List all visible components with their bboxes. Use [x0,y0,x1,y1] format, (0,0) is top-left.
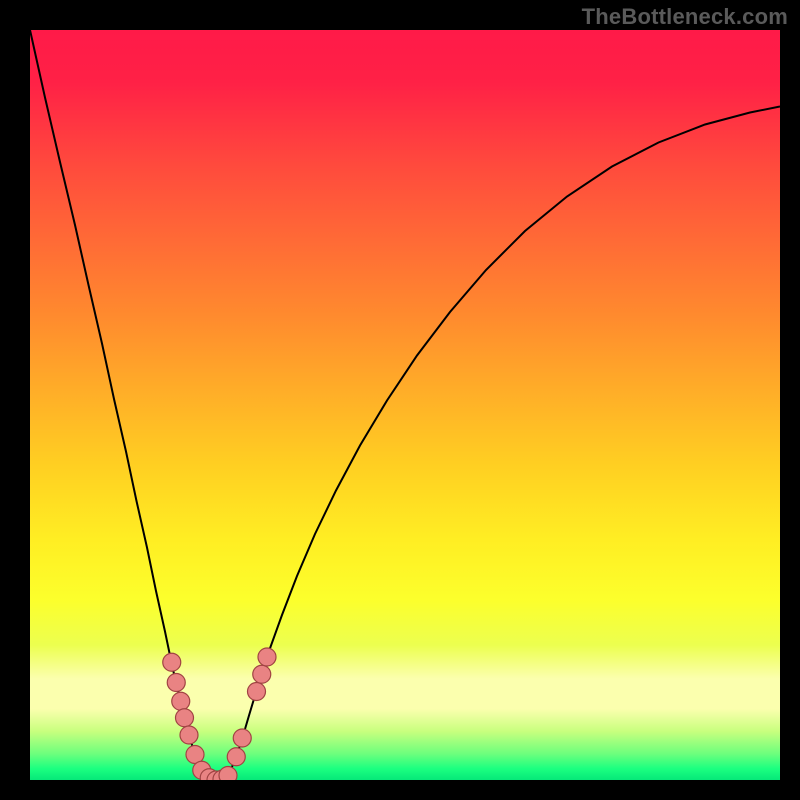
data-marker [258,648,276,666]
chart-svg [30,30,780,780]
data-marker [172,692,190,710]
data-marker [248,683,266,701]
chart-frame: { "watermark": { "text": "TheBottleneck.… [0,0,800,800]
data-marker [253,665,271,683]
data-marker [167,674,185,692]
data-marker [176,709,194,727]
watermark-text: TheBottleneck.com [582,4,788,30]
data-marker [233,729,251,747]
data-marker [227,748,245,766]
data-marker [219,767,237,781]
data-marker [163,653,181,671]
data-marker [180,726,198,744]
plot-area [30,30,780,780]
gradient-rect [30,30,780,780]
